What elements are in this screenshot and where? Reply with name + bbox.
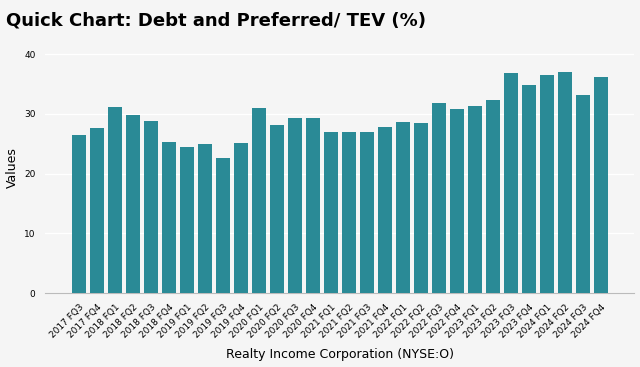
Bar <box>270 125 284 293</box>
Bar <box>108 108 122 293</box>
Bar <box>432 103 445 293</box>
Bar <box>180 147 194 293</box>
Bar <box>396 122 410 293</box>
Bar <box>216 157 230 293</box>
Bar <box>72 135 86 293</box>
Bar <box>468 106 482 293</box>
Bar <box>504 73 518 293</box>
Bar <box>126 115 140 293</box>
Bar <box>558 72 572 293</box>
X-axis label: Realty Income Corporation (NYSE:O): Realty Income Corporation (NYSE:O) <box>226 348 454 361</box>
Bar <box>414 123 428 293</box>
Bar <box>450 109 463 293</box>
Bar <box>288 117 301 293</box>
Bar <box>198 145 212 293</box>
Bar <box>486 100 500 293</box>
Y-axis label: Values: Values <box>6 147 19 188</box>
Bar <box>324 132 338 293</box>
Bar <box>90 128 104 293</box>
Bar <box>306 118 319 293</box>
Bar <box>378 127 392 293</box>
Bar <box>540 75 554 293</box>
Bar <box>234 143 248 293</box>
Bar <box>144 120 157 293</box>
Bar <box>522 85 536 293</box>
Text: Quick Chart: Debt and Preferred/ TEV (%): Quick Chart: Debt and Preferred/ TEV (%) <box>6 11 426 29</box>
Bar <box>594 77 607 293</box>
Bar <box>162 142 175 293</box>
Bar <box>342 132 356 293</box>
Bar <box>576 95 589 293</box>
Bar <box>360 132 374 293</box>
Bar <box>252 108 266 293</box>
